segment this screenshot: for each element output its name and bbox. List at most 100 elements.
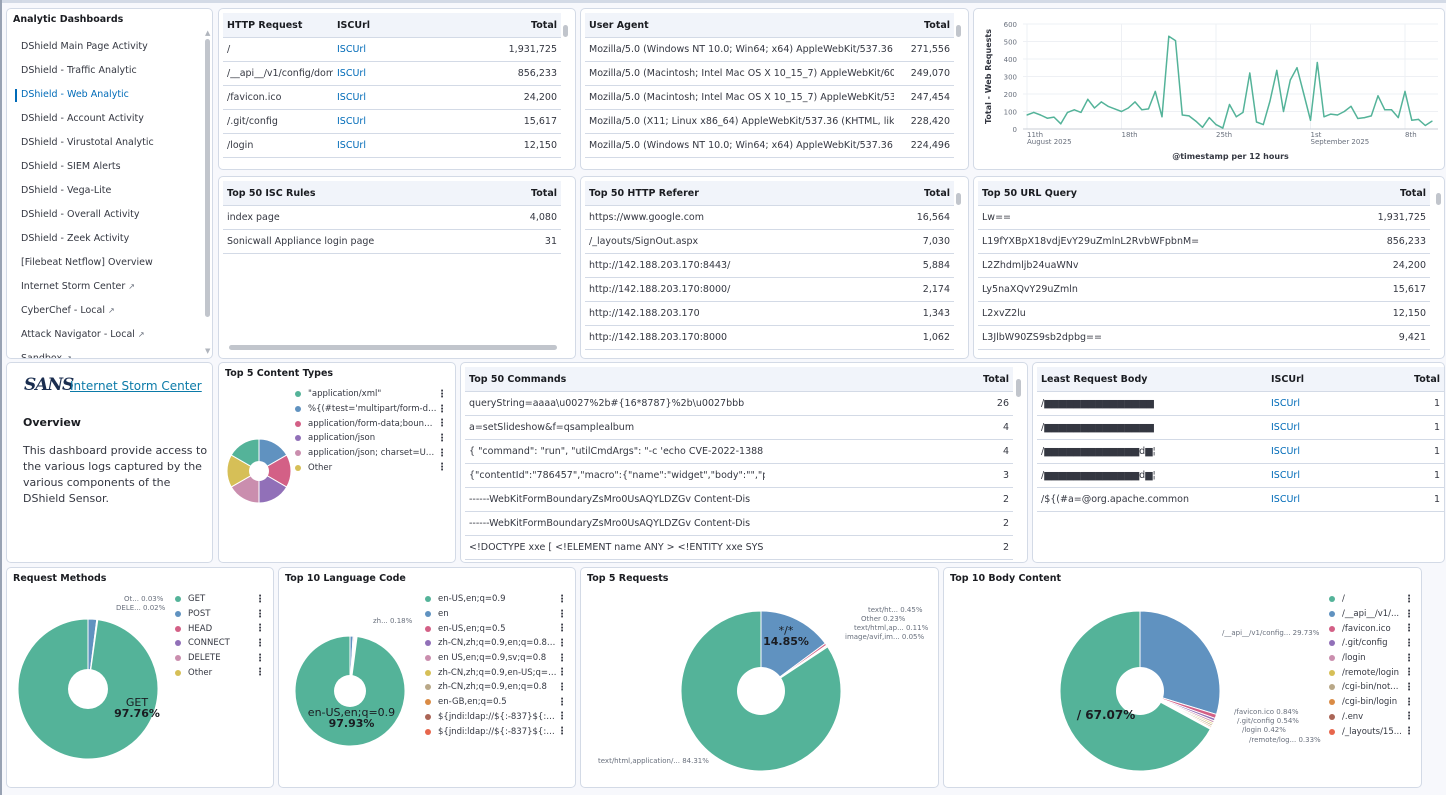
legend-item[interactable]: /.git/config ⋮ (1329, 636, 1414, 651)
data-point[interactable] (1390, 109, 1393, 111)
sidebar-item-dshield-main-page-activity[interactable]: DShield Main Page Activity (19, 35, 199, 59)
more-actions-icon[interactable]: ⋮ (557, 711, 567, 723)
more-actions-icon[interactable]: ⋮ (557, 652, 567, 664)
data-point[interactable] (1377, 95, 1379, 97)
sidebar-item-internet-storm-center[interactable]: Internet Storm Center ↗ (19, 275, 199, 299)
data-point[interactable] (1255, 121, 1258, 123)
legend-item[interactable]: zh-CN,zh;q=0.9,en;q=0.8 ⋮ (425, 680, 567, 695)
more-actions-icon[interactable]: ⋮ (437, 388, 447, 400)
isc-url-link[interactable]: ISCUrl (337, 140, 366, 151)
data-point[interactable] (1404, 90, 1406, 92)
legend-item[interactable]: en ⋮ (425, 607, 567, 622)
data-point[interactable] (1201, 126, 1204, 128)
legend-item[interactable]: zh-CN,zh;q=0.9,en;q=0.8,en... ⋮ (425, 636, 567, 651)
data-point[interactable] (1039, 114, 1042, 116)
internet-storm-center-link[interactable]: Internet Storm Center (70, 379, 202, 393)
more-actions-icon[interactable]: ⋮ (437, 432, 447, 444)
more-actions-icon[interactable]: ⋮ (255, 623, 265, 635)
legend-item[interactable]: "application/xml" ⋮ (295, 387, 447, 402)
data-point[interactable] (1350, 105, 1352, 107)
legend-item[interactable]: ${jndi:ldap://${:-837}${:-704...⋮ (425, 724, 567, 739)
legend-item[interactable]: en-US,en;q=0.5 ⋮ (425, 621, 567, 636)
more-actions-icon[interactable]: ⋮ (1404, 623, 1414, 635)
data-point[interactable] (1424, 124, 1426, 127)
more-actions-icon[interactable]: ⋮ (1404, 608, 1414, 620)
pie-slice-1[interactable] (760, 610, 826, 692)
column-header[interactable]: Total (924, 187, 950, 199)
data-point[interactable] (1269, 100, 1271, 102)
legend-item[interactable]: DELETE ⋮ (175, 651, 265, 666)
legend-item[interactable]: Other ⋮ (175, 665, 265, 680)
sidebar-item-cyberchef-local[interactable]: CyberChef - Local ↗ (19, 299, 199, 323)
sidebar-item-filebeat-netflow-overview[interactable]: [Filebeat Netflow] Overview (19, 251, 199, 275)
more-actions-icon[interactable]: ⋮ (437, 418, 447, 430)
more-actions-icon[interactable]: ⋮ (1404, 711, 1414, 723)
data-point[interactable] (1060, 123, 1062, 125)
legend-item[interactable]: /cgi-bin/login ⋮ (1329, 695, 1414, 710)
more-actions-icon[interactable]: ⋮ (557, 681, 567, 693)
isc-url-link[interactable]: ISCUrl (337, 92, 366, 103)
more-actions-icon[interactable]: ⋮ (437, 403, 447, 415)
data-point[interactable] (1141, 109, 1143, 111)
legend-item[interactable]: application/form-data;boundar... ⋮ (295, 416, 447, 431)
data-point[interactable] (1087, 98, 1089, 100)
column-header[interactable]: Total (531, 187, 557, 199)
data-point[interactable] (1336, 114, 1339, 116)
data-point[interactable] (1093, 107, 1096, 109)
column-header[interactable]: Top 50 HTTP Referer (589, 187, 699, 199)
more-actions-icon[interactable]: ⋮ (437, 447, 447, 459)
legend-item[interactable]: en US,en;q=0.9,sv;q=0.8 ⋮ (425, 651, 567, 666)
column-header[interactable]: User Agent (589, 19, 649, 31)
table-scrollbar[interactable] (1016, 379, 1021, 397)
data-point[interactable] (1282, 110, 1285, 113)
data-point[interactable] (1417, 118, 1420, 120)
data-point[interactable] (1397, 117, 1399, 119)
scroll-down-icon[interactable]: ▼ (205, 347, 211, 355)
data-point[interactable] (1411, 119, 1413, 121)
more-actions-icon[interactable]: ⋮ (1404, 696, 1414, 708)
sidebar-item-dshield-zeek-activity[interactable]: DShield - Zeek Activity (19, 227, 199, 251)
data-point[interactable] (1276, 69, 1278, 71)
data-point[interactable] (1127, 107, 1129, 109)
pie-slice-0[interactable] (230, 438, 260, 472)
more-actions-icon[interactable]: ⋮ (437, 462, 447, 474)
more-actions-icon[interactable]: ⋮ (1404, 681, 1414, 693)
sidebar-item-dshield-account-activity[interactable]: DShield - Account Activity (19, 107, 199, 131)
column-header[interactable]: ISCUrl (1271, 373, 1305, 385)
data-point[interactable] (1431, 120, 1433, 122)
legend-item[interactable]: / ⋮ (1329, 592, 1414, 607)
data-point[interactable] (1303, 93, 1305, 95)
sidebar-item-dshield-vega-lite[interactable]: DShield - Vega-Lite (19, 179, 199, 203)
data-point[interactable] (1249, 72, 1251, 74)
sidebar-scrollbar[interactable] (205, 39, 210, 317)
data-point[interactable] (1289, 79, 1291, 81)
data-point[interactable] (1147, 108, 1150, 110)
more-actions-icon[interactable]: ⋮ (557, 667, 567, 679)
data-point[interactable] (1309, 119, 1312, 121)
more-actions-icon[interactable]: ⋮ (255, 608, 265, 620)
legend-item[interactable]: CONNECT ⋮ (175, 636, 265, 651)
data-point[interactable] (1228, 103, 1231, 106)
more-actions-icon[interactable]: ⋮ (1404, 637, 1414, 649)
data-point[interactable] (1296, 67, 1298, 69)
legend-item[interactable]: POST ⋮ (175, 607, 265, 622)
data-point[interactable] (1363, 117, 1366, 119)
table-scrollbar[interactable] (956, 25, 961, 37)
more-actions-icon[interactable]: ⋮ (557, 608, 567, 620)
column-header[interactable]: Total (1414, 373, 1440, 385)
data-point[interactable] (1107, 105, 1109, 107)
data-point[interactable] (1154, 90, 1156, 92)
more-actions-icon[interactable]: ⋮ (255, 637, 265, 649)
sidebar-item-sandbox[interactable]: Sandbox ↗ (19, 347, 199, 358)
legend-item[interactable]: application/json ⋮ (295, 431, 447, 446)
data-point[interactable] (1026, 114, 1028, 116)
legend-item[interactable]: en-GB,en;q=0.5 ⋮ (425, 695, 567, 710)
more-actions-icon[interactable]: ⋮ (255, 593, 265, 605)
column-header[interactable]: Top 50 ISC Rules (227, 187, 316, 199)
data-point[interactable] (1168, 35, 1170, 37)
legend-item[interactable]: zh-CN,zh;q=0.9,en-US;q=0... ⋮ (425, 665, 567, 680)
sidebar-item-dshield-traffic-analytic[interactable]: DShield - Traffic Analytic (19, 59, 199, 83)
legend-item[interactable]: /_layouts/15... ⋮ (1329, 724, 1414, 739)
table-scrollbar[interactable] (1436, 193, 1441, 205)
isc-url-link[interactable]: ISCUrl (1271, 398, 1300, 409)
